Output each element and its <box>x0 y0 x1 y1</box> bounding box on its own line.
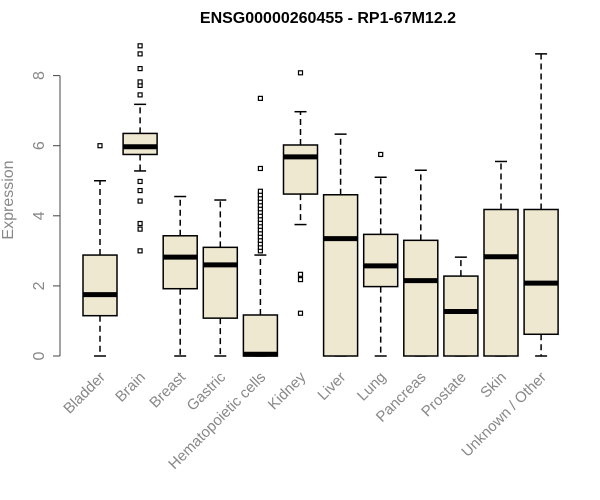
outlier-point <box>137 187 143 194</box>
x-tick-label: Breast <box>146 368 189 411</box>
box-group <box>242 95 279 357</box>
iqr-box <box>162 235 198 290</box>
outlier-point <box>97 143 103 149</box>
box-group <box>122 43 158 254</box>
y-tick-label: 4 <box>31 211 48 220</box>
outlier-point <box>137 79 143 85</box>
outlier-point <box>137 178 143 185</box>
outlier-point <box>137 65 143 72</box>
outlier-point <box>257 165 263 172</box>
outlier-point <box>137 248 143 254</box>
x-tick-label: Liver <box>314 369 349 404</box>
y-tick-label: 8 <box>31 71 48 80</box>
outlier-point <box>378 151 384 158</box>
outlier-point <box>137 198 143 204</box>
outlier-point <box>257 188 263 194</box>
outlier-point <box>137 220 143 227</box>
y-axis: 0 2 4 6 8 <box>31 71 61 360</box>
outlier-point <box>137 226 143 232</box>
y-tick-label: 6 <box>31 141 48 150</box>
iqr-box <box>483 208 519 357</box>
outlier-point <box>137 51 143 57</box>
x-tick-label: Skin <box>477 369 510 402</box>
outlier-point <box>297 271 304 277</box>
outlier-point <box>297 310 304 316</box>
x-tick-label: Kidney <box>265 368 310 413</box>
box-group <box>322 133 359 357</box>
x-tick-label: Brain <box>112 369 149 406</box>
box-group <box>443 256 479 357</box>
outlier-point <box>257 95 263 101</box>
iqr-box <box>403 239 439 357</box>
outlier-point <box>137 92 143 98</box>
x-tick-label: Prostate <box>418 369 470 421</box>
x-tick-label: Lung <box>354 369 390 405</box>
outlier-point <box>297 276 304 283</box>
y-axis-label: Expression <box>0 160 17 239</box>
x-tick-label: Bladder <box>60 369 109 418</box>
plot-area <box>82 43 559 357</box>
box-group <box>82 143 118 357</box>
box-group <box>282 70 319 316</box>
iqr-box <box>242 314 279 357</box>
box-group <box>403 169 439 357</box>
box-group <box>523 53 559 357</box>
outlier-point <box>297 70 304 76</box>
iqr-box <box>443 275 479 357</box>
iqr-box <box>122 132 158 156</box>
box-group <box>483 160 519 357</box>
iqr-box <box>322 194 359 357</box>
y-tick-label: 0 <box>31 351 48 360</box>
iqr-box <box>202 246 239 319</box>
y-tick-label: 2 <box>31 281 48 290</box>
chart-title: ENSG00000260455 - RP1-67M12.2 <box>200 10 456 27</box>
box-group <box>202 199 239 357</box>
iqr-box <box>282 144 319 195</box>
box-group <box>362 151 399 357</box>
outlier-point <box>137 43 143 49</box>
box-group <box>162 195 198 357</box>
iqr-box <box>523 208 559 336</box>
iqr-box <box>82 254 118 317</box>
iqr-box <box>362 233 399 288</box>
